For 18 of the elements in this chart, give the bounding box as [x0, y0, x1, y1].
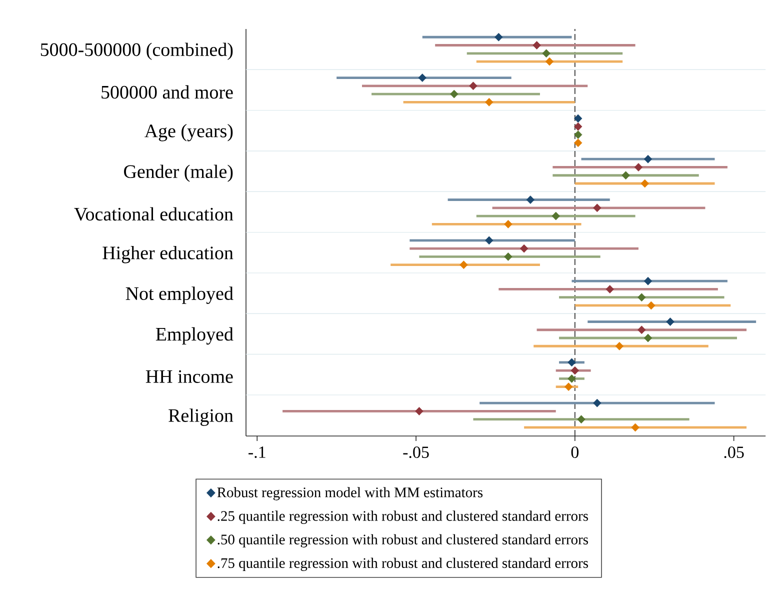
y-tick-label: Not employed — [126, 286, 234, 304]
legend-label: Robust regression model with MM estimators — [217, 487, 483, 500]
x-tick-label: 0 — [571, 446, 579, 458]
y-tick-label: Religion — [168, 408, 234, 426]
y-tick-label: 5000-500000 (combined) — [40, 42, 233, 60]
x-tick-label: -.05 — [403, 446, 429, 458]
x-tick-label: .05 — [724, 446, 744, 458]
y-tick-label: Vocational education — [74, 207, 234, 221]
y-tick-label: Employed — [156, 327, 234, 345]
y-tick-label: Gender (male) — [124, 164, 233, 182]
legend-label: .25 quantile regression with robust and clustered standard errors — [218, 510, 588, 524]
legend-label: .50 quantile regression with robust and clustered standard errors — [218, 534, 588, 548]
y-tick-label: Higher education — [102, 246, 234, 264]
y-tick-label: 500000 and more — [102, 85, 233, 99]
y-tick-label: HH income — [146, 370, 233, 383]
y-tick-label: Age (years) — [144, 124, 233, 142]
x-tick-label: -.1 — [248, 446, 266, 458]
legend-label: .75 quantile regression with robust and clustered standard errors — [218, 558, 588, 571]
